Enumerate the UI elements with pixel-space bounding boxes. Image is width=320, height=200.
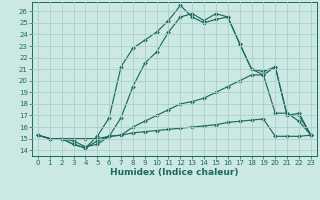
X-axis label: Humidex (Indice chaleur): Humidex (Indice chaleur): [110, 168, 239, 177]
